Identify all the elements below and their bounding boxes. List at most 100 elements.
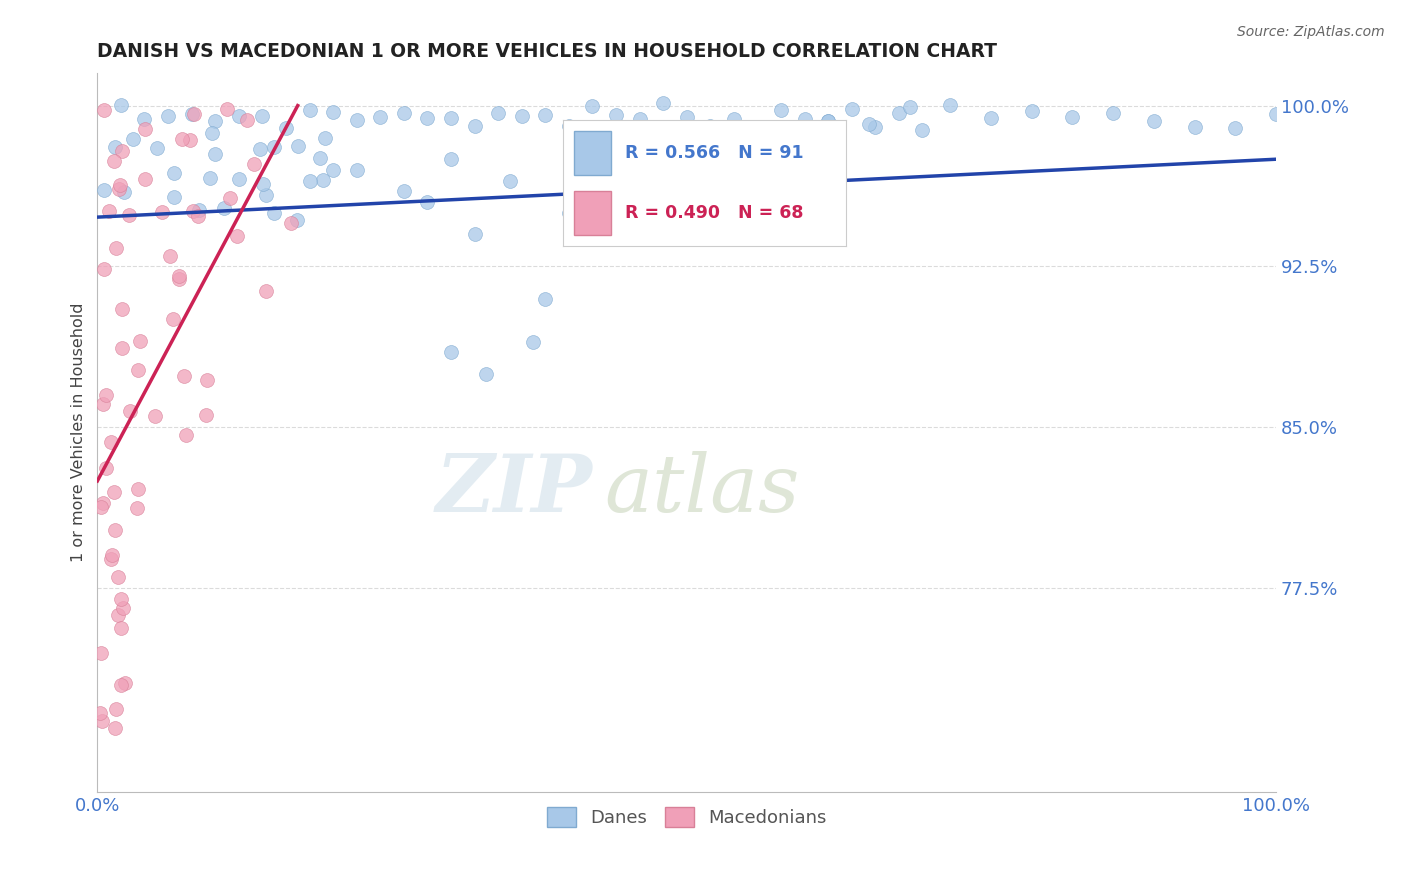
Point xyxy=(179,133,201,147)
Point xyxy=(841,103,863,117)
Point xyxy=(616,185,638,199)
Point xyxy=(90,714,112,728)
Point xyxy=(499,174,522,188)
Point xyxy=(486,105,509,120)
Point xyxy=(114,186,136,200)
Point xyxy=(94,460,117,475)
Point xyxy=(134,112,156,127)
Point xyxy=(558,119,581,133)
Point xyxy=(817,113,839,128)
Point xyxy=(104,721,127,735)
Point xyxy=(111,342,134,356)
Point xyxy=(322,105,344,120)
Point xyxy=(163,166,186,180)
Point xyxy=(103,485,125,500)
Point xyxy=(215,102,238,116)
Point xyxy=(134,172,156,186)
Point xyxy=(91,396,114,410)
Point xyxy=(522,334,544,349)
Point xyxy=(510,109,533,123)
Point xyxy=(118,208,141,222)
Point xyxy=(162,312,184,326)
Point xyxy=(392,106,415,120)
Point xyxy=(127,501,149,516)
Point xyxy=(1265,107,1288,121)
Point xyxy=(108,182,131,196)
Point xyxy=(346,163,368,178)
Point xyxy=(93,103,115,118)
Point xyxy=(180,106,202,120)
Point xyxy=(249,142,271,156)
Point xyxy=(107,570,129,584)
Point xyxy=(152,205,174,219)
Point xyxy=(980,112,1002,126)
Point xyxy=(243,157,266,171)
Text: DANISH VS MACEDONIAN 1 OR MORE VEHICLES IN HOUSEHOLD CORRELATION CHART: DANISH VS MACEDONIAN 1 OR MORE VEHICLES … xyxy=(97,42,997,61)
Point xyxy=(145,409,167,423)
Text: ZIP: ZIP xyxy=(436,451,592,529)
Point xyxy=(104,524,127,538)
Point xyxy=(128,334,150,348)
Point xyxy=(440,153,463,167)
Point xyxy=(110,178,132,192)
Point xyxy=(104,139,127,153)
Point xyxy=(558,206,581,220)
Point xyxy=(236,112,259,127)
Point xyxy=(100,551,122,566)
Point xyxy=(93,262,115,277)
Point xyxy=(187,209,209,223)
Point xyxy=(463,119,485,133)
Point xyxy=(127,482,149,496)
Point xyxy=(346,113,368,128)
Point xyxy=(174,427,197,442)
Legend: Danes, Macedonians: Danes, Macedonians xyxy=(540,799,834,835)
Point xyxy=(416,195,439,210)
Point xyxy=(298,103,321,117)
Point xyxy=(89,706,111,720)
Point xyxy=(392,185,415,199)
Point xyxy=(274,120,297,135)
Point xyxy=(201,126,224,140)
Point xyxy=(263,206,285,220)
Point xyxy=(254,284,277,298)
Point xyxy=(793,112,815,126)
Point xyxy=(699,119,721,133)
Point xyxy=(734,217,756,231)
Point xyxy=(534,292,557,306)
Point xyxy=(858,117,880,131)
Point xyxy=(181,204,204,219)
Point xyxy=(127,363,149,377)
Point xyxy=(204,114,226,128)
Point xyxy=(475,367,498,381)
Point xyxy=(111,145,134,159)
Point xyxy=(90,646,112,660)
Point xyxy=(100,435,122,450)
Point xyxy=(170,132,193,146)
Point xyxy=(312,173,335,187)
Point xyxy=(581,99,603,113)
Point xyxy=(90,500,112,515)
Point xyxy=(114,676,136,690)
Point xyxy=(534,107,557,121)
Point xyxy=(769,103,792,117)
Point xyxy=(105,701,128,715)
Point xyxy=(183,107,205,121)
Point xyxy=(1062,111,1084,125)
Point xyxy=(212,201,235,215)
Point xyxy=(219,191,242,205)
Point xyxy=(939,98,962,112)
Point xyxy=(110,621,132,635)
Point xyxy=(887,106,910,120)
Point xyxy=(1021,103,1043,118)
Point xyxy=(280,215,302,229)
Point xyxy=(167,272,190,286)
Point xyxy=(863,120,886,134)
Point xyxy=(228,109,250,123)
Point xyxy=(252,177,274,191)
Point xyxy=(163,190,186,204)
Point xyxy=(1225,120,1247,135)
Point xyxy=(122,132,145,146)
Point xyxy=(107,607,129,622)
Point xyxy=(167,268,190,283)
Point xyxy=(911,122,934,136)
